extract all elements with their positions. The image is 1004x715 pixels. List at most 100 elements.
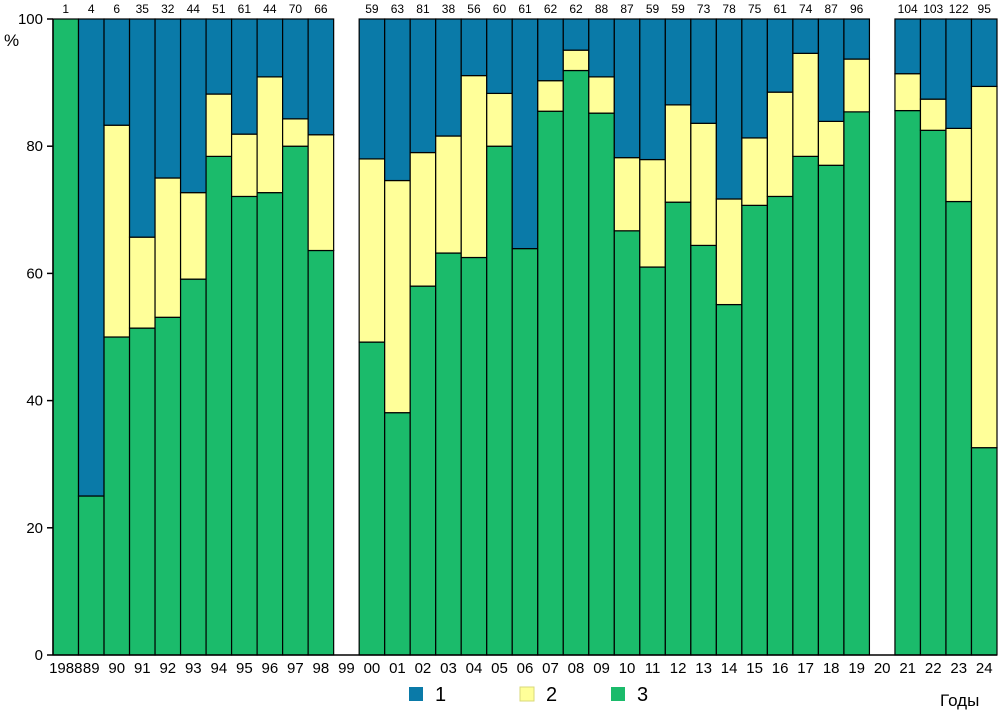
bar-segment-series-1-14	[715, 18, 743, 200]
bar-segment-series-1-93	[179, 18, 207, 194]
bar-segment-series-1-98	[307, 18, 335, 136]
top-count-label: 78	[722, 2, 736, 16]
x-tick-label: 91	[134, 660, 151, 677]
x-tick-label: 11	[645, 660, 661, 677]
bar-segment-series-3-91	[128, 327, 156, 656]
bar-segment-series-1-18	[817, 18, 845, 123]
top-count-label: 4	[88, 2, 95, 16]
top-count-label: 87	[620, 2, 634, 16]
bar-segment-series-1-00	[358, 18, 386, 160]
bar-segment-series-1-15	[741, 18, 768, 139]
bar-segment-series-3-01	[384, 412, 411, 656]
x-axis-label: Годы	[940, 691, 979, 710]
bar-segment-series-3-07	[537, 110, 564, 656]
top-count-labels: 1 4 6 35 32 44 51 61 44 70 66 59 63 81 38 56 60 61 62 62 88 8…	[62, 2, 991, 16]
top-count-label: 74	[799, 2, 813, 16]
bar-segment-series-2-13	[690, 122, 717, 247]
bar-segment-series-3-04	[460, 256, 488, 656]
x-tick-label: 90	[108, 660, 125, 677]
bar-segment-series-1-89	[77, 18, 105, 497]
bar-segment-series-3-98	[307, 249, 335, 656]
bar-segment-series-1-92	[154, 18, 182, 179]
x-tick-label: 00	[364, 660, 381, 677]
bar-segment-series-3-11	[639, 266, 666, 656]
bar-segment-series-1-03	[435, 18, 462, 137]
y-tick-label: 0	[35, 647, 43, 664]
bar-segment-series-3-93	[179, 278, 207, 656]
bar-segment-series-1-21	[894, 18, 922, 75]
bar-segment-series-1-95	[230, 18, 258, 135]
bar-segment-series-2-05	[486, 92, 513, 147]
legend-label-3: 3	[637, 684, 648, 706]
x-tick-label: 98	[313, 660, 330, 677]
bar-segment-series-3-12	[664, 201, 692, 656]
bar-segment-series-3-94	[205, 155, 233, 656]
bar-segment-series-2-24	[970, 85, 998, 449]
bar-segment-series-2-22	[919, 98, 947, 131]
bar-segment-series-1-24	[970, 18, 998, 88]
bar-segment-series-1-94	[205, 18, 233, 95]
bar-segment-series-3-23	[945, 200, 973, 656]
x-tick-label: 89	[83, 660, 100, 677]
x-tick-label: 94	[210, 660, 227, 677]
x-tick-label: 07	[542, 660, 559, 677]
x-tick-label: 02	[415, 660, 432, 677]
x-tick-label: 96	[262, 660, 279, 677]
top-count-label: 104	[898, 2, 918, 16]
bar-segment-series-3-02	[409, 285, 437, 656]
x-tick-label: 05	[491, 660, 508, 677]
x-tick-label: 21	[899, 660, 916, 677]
x-tick-label: 97	[287, 660, 304, 677]
bar-segment-series-2-98	[307, 134, 335, 252]
bars-group	[52, 18, 998, 656]
bar-segment-series-1-02	[409, 18, 437, 154]
top-count-label: 75	[748, 2, 762, 16]
legend: 1 2 3	[409, 684, 648, 706]
top-count-label: 61	[773, 2, 787, 16]
bar-segment-series-2-12	[664, 104, 692, 203]
x-tick-label: 95	[236, 660, 253, 677]
top-count-label: 87	[824, 2, 838, 16]
bar-segment-series-2-21	[894, 73, 922, 112]
bar-segment-series-2-91	[128, 236, 156, 329]
bar-segment-series-1-90	[103, 18, 131, 126]
bar-segment-series-3-21	[894, 109, 922, 656]
top-count-label: 95	[978, 2, 992, 16]
top-count-label: 6	[113, 2, 120, 16]
x-tick-label: 18	[823, 660, 840, 677]
bar-segment-series-2-95	[230, 133, 258, 198]
bar-segment-series-1-06	[511, 18, 539, 250]
bar-segment-series-3-96	[256, 192, 284, 656]
top-count-label: 32	[161, 2, 175, 16]
bar-segment-series-2-01	[384, 179, 411, 414]
bar-segment-series-1-05	[486, 18, 513, 95]
legend-swatch-2	[519, 686, 535, 702]
bar-segment-series-2-92	[154, 177, 182, 318]
bar-segment-series-2-14	[715, 198, 743, 306]
top-count-label: 56	[467, 2, 481, 16]
y-tick-label: 60	[26, 265, 43, 282]
bar-segment-series-2-07	[537, 80, 564, 112]
x-tick-label: 06	[517, 660, 534, 677]
y-tick-label: 40	[26, 393, 43, 410]
x-tick-label: 17	[797, 660, 814, 677]
bar-segment-series-1-10	[613, 18, 641, 159]
top-count-label: 38	[442, 2, 456, 16]
top-count-label: 35	[136, 2, 150, 16]
bar-segment-series-1-96	[256, 18, 284, 78]
bar-segment-series-1-97	[282, 18, 309, 120]
x-tick-label: 12	[670, 660, 687, 677]
x-tick-label: 19	[848, 660, 865, 677]
bar-segment-series-2-11	[639, 158, 666, 268]
legend-swatch-1	[409, 687, 423, 701]
bar-segment-series-2-96	[256, 76, 284, 194]
bar-segment-series-3-18	[817, 164, 845, 656]
legend-swatch-3	[611, 687, 625, 701]
bar-segment-series-1-17	[792, 18, 820, 54]
bar-segment-series-3-1988	[52, 18, 80, 656]
top-count-label: 88	[595, 2, 609, 16]
bar-segment-series-2-00	[358, 158, 386, 343]
bar-segment-series-3-90	[103, 336, 131, 656]
bar-segment-series-2-93	[179, 192, 207, 280]
top-count-label: 62	[569, 2, 583, 16]
